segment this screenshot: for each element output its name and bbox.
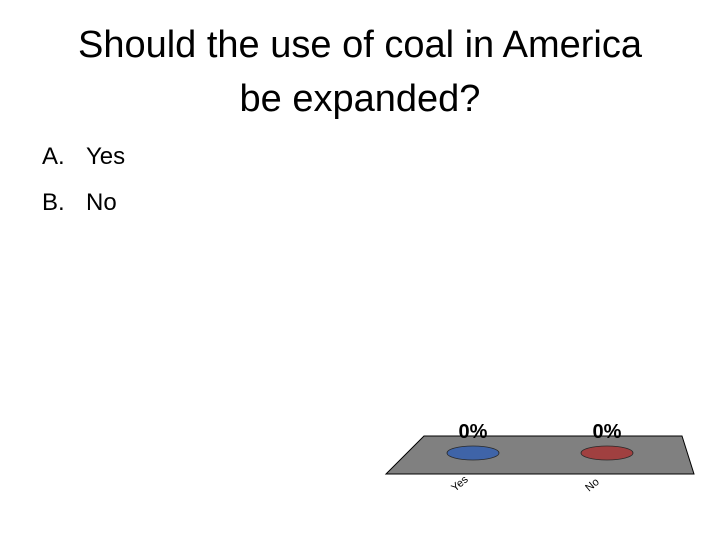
answer-list: A. Yes B. No	[42, 134, 125, 226]
bar-base-yes	[446, 445, 500, 461]
answer-text-yes: Yes	[86, 143, 126, 170]
slide-title: Should the use of coal in America be exp…	[20, 18, 700, 126]
slide-title-line-1: Should the use of coal in America	[77, 24, 642, 66]
answer-option-b: B. No	[42, 180, 125, 226]
data-label-no: 0%	[593, 421, 622, 443]
answer-text-no: No	[86, 189, 117, 216]
chart-floor	[384, 435, 695, 475]
bar-base-no	[580, 445, 634, 461]
answer-option-a: A. Yes	[42, 134, 125, 180]
category-label-no: No	[583, 476, 601, 494]
slide-title-line-2: be expanded?	[239, 78, 481, 120]
category-label-yes: Yes	[449, 473, 471, 494]
data-label-yes: 0%	[459, 421, 488, 443]
answer-letter-a: A.	[42, 143, 65, 170]
response-chart: 0% Yes 0% No	[384, 421, 695, 494]
answer-letter-b: B.	[42, 189, 65, 216]
